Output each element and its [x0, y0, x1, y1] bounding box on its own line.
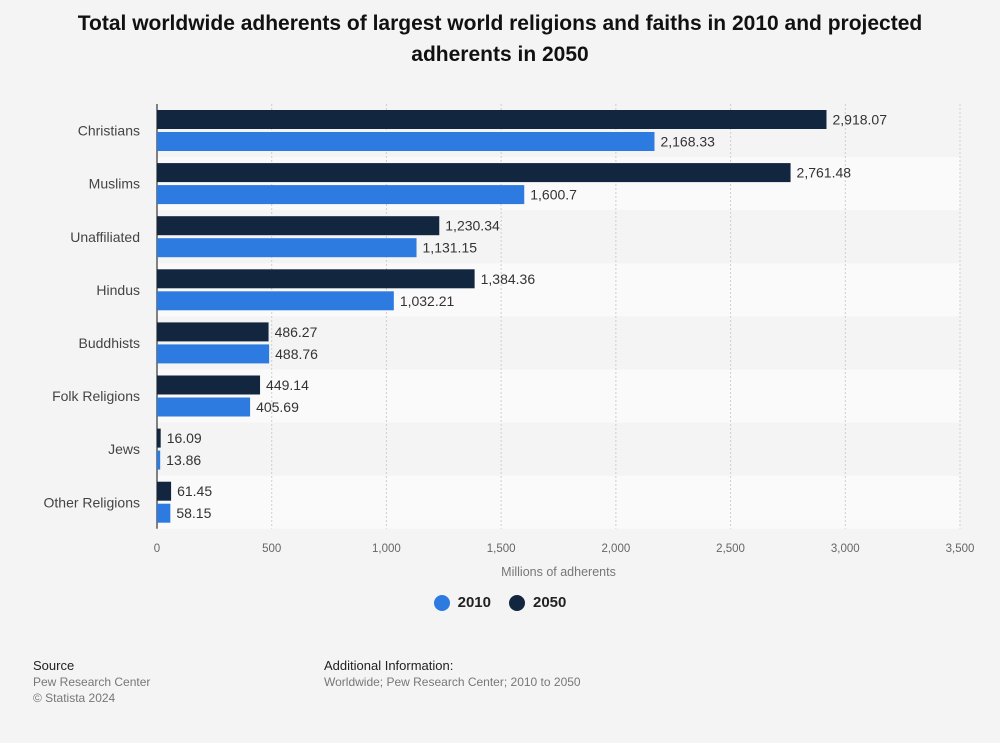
data-label: 488.76	[275, 346, 318, 362]
row-band	[157, 316, 960, 370]
source-heading: Source	[33, 658, 75, 673]
source-block: Source Pew Research Center © Statista 20…	[33, 658, 150, 706]
bar-2050-christians	[157, 110, 827, 129]
data-label: 1,230.34	[445, 218, 500, 234]
bar-2010-other-religions	[157, 503, 171, 523]
chart-title: Total worldwide adherents of largest wor…	[77, 12, 923, 66]
legend-label-2010: 2010	[457, 594, 491, 611]
source-name[interactable]: Pew Research Center	[33, 675, 151, 689]
additional-info-block: Additional Information: Worldwide; Pew R…	[324, 658, 581, 690]
data-label: 2,168.33	[660, 134, 715, 150]
bar-2050-hindus	[157, 269, 475, 289]
x-tick-label: 3,500	[946, 543, 975, 555]
category-label: Jews	[108, 441, 140, 457]
category-label: Unaffiliated	[70, 229, 140, 245]
bar-chart: 0 500 1,000 1,500 2,000 2,500 3,000 3,500 Millio…	[44, 104, 975, 579]
category-label: Other Religions	[44, 494, 141, 510]
copyright[interactable]: © Statista 2024	[33, 691, 116, 705]
bar-2010-hindus	[157, 291, 394, 311]
x-tick-label: 2,000	[601, 543, 630, 555]
data-label: 1,600.7	[530, 187, 577, 203]
data-label: 58.15	[176, 505, 211, 521]
x-tick-label: 0	[154, 543, 160, 555]
bar-2010-jews	[157, 450, 161, 470]
legend-item-2050[interactable]: 2050	[509, 594, 566, 611]
category-label: Hindus	[96, 282, 140, 298]
legend: 2010 2050	[0, 594, 1000, 611]
data-label: 1,131.15	[423, 240, 478, 256]
bar-2010-buddhists	[157, 344, 270, 364]
legend-swatch-2010	[433, 594, 450, 611]
row-band	[157, 475, 960, 529]
category-label: Buddhists	[79, 335, 140, 351]
legend-swatch-2050	[509, 594, 525, 611]
data-label: 61.45	[177, 483, 212, 499]
additional-info-text: Worldwide; Pew Research Center; 2010 to …	[324, 675, 581, 689]
row-band	[157, 422, 960, 476]
bar-2050-other-religions	[157, 481, 172, 501]
data-label: 1,384.36	[481, 271, 536, 287]
category-label: Muslims	[89, 176, 140, 192]
data-label: 449.14	[266, 377, 309, 393]
data-label: 486.27	[275, 324, 318, 340]
x-tick-label: 1,500	[487, 543, 516, 555]
bar-2050-unaffiliated	[157, 216, 440, 236]
bar-2010-muslims	[157, 185, 525, 205]
row-band	[157, 369, 960, 423]
bar-2050-jews	[157, 428, 161, 448]
legend-label-2050: 2050	[533, 594, 567, 611]
bar-2010-christians	[157, 132, 655, 151]
bar-2010-unaffiliated	[157, 238, 417, 258]
bar-2050-folk-religions	[157, 375, 261, 395]
category-label: Folk Religions	[52, 388, 140, 404]
legend-item-2010[interactable]: 2010	[433, 594, 491, 611]
x-tick-label: 2,500	[716, 543, 745, 555]
bar-2010-folk-religions	[157, 397, 251, 417]
bar-2050-buddhists	[157, 322, 269, 342]
x-tick-label: 1,000	[372, 543, 401, 555]
x-tick-label: 500	[262, 543, 281, 555]
data-label: 405.69	[256, 399, 299, 415]
data-label: 2,761.48	[797, 165, 852, 181]
x-axis-title: Millions of adherents	[501, 565, 616, 579]
x-tick-label: 3,000	[831, 543, 860, 555]
additional-info-heading: Additional Information:	[324, 658, 454, 673]
data-label: 13.86	[166, 452, 201, 468]
category-label: Christians	[78, 123, 140, 139]
data-label: 2,918.07	[832, 112, 887, 128]
bar-2050-muslims	[157, 163, 791, 183]
data-label: 16.09	[167, 430, 202, 446]
data-label: 1,032.21	[400, 293, 455, 309]
